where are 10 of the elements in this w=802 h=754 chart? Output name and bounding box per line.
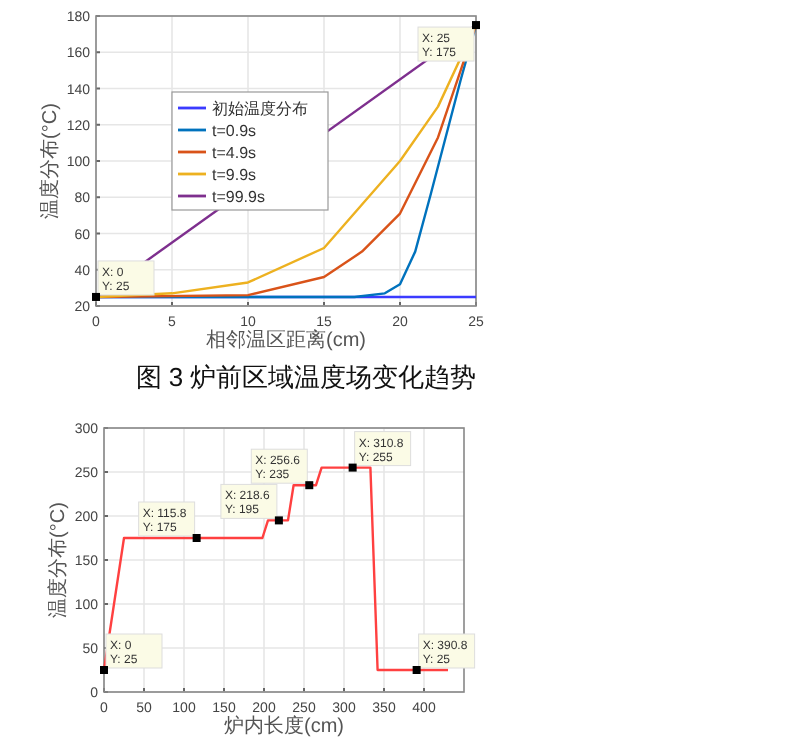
y-axis-title: 温度分布(°C) [46,502,70,618]
legend-label: t=9.9s [212,166,257,184]
caption: 图 3 炉前区域温度场变化趋势 [135,362,477,392]
legend-label: t=4.9s [212,144,257,162]
legend-label: t=0.9s [212,122,257,140]
x-axis-title: 炉内长度(cm) [224,714,344,738]
y-axis-title: 温度分布(°C) [38,103,62,219]
x-axis-title: 相邻温区距离(cm) [206,328,366,352]
legend-label: t=99.9s [212,188,265,206]
legend-label: 初始温度分布 [212,100,308,118]
